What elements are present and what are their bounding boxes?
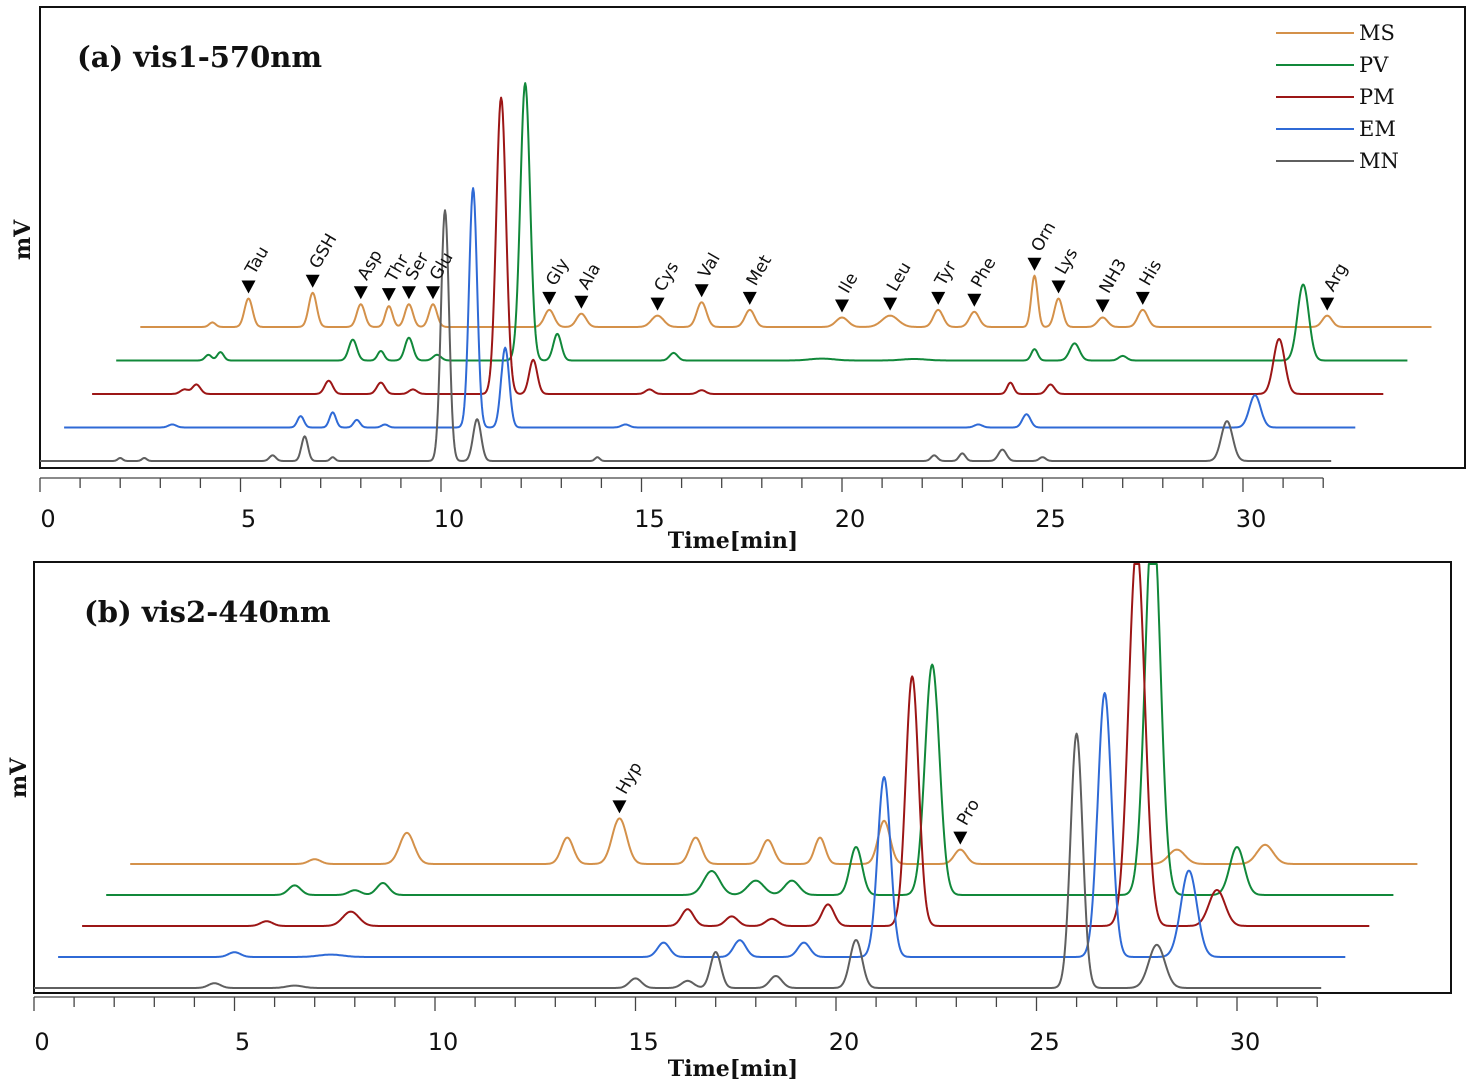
a-peak-label: GSH xyxy=(306,230,342,272)
a-trace-pv xyxy=(116,82,1408,362)
a-peak-marker xyxy=(381,288,396,302)
panel-a-xlabel: Time[min] xyxy=(668,528,798,554)
a-legend-label: MS xyxy=(1359,21,1395,45)
a-peak-label: Orn xyxy=(1027,218,1060,255)
a-trace-mn xyxy=(39,209,1332,462)
b-trace-pm xyxy=(81,563,1370,927)
a-peak-marker xyxy=(694,284,709,298)
a-trace-pm xyxy=(91,96,1384,395)
a-peak-marker xyxy=(542,291,557,305)
a-peak-label: Met xyxy=(743,252,776,290)
a-trace-ms xyxy=(140,274,1432,328)
b-peak-marker xyxy=(612,800,627,814)
panel-a-title: (a) vis1-570nm xyxy=(77,40,322,74)
a-tick-label: 30 xyxy=(1236,505,1267,533)
a-peak-label: Lys xyxy=(1052,245,1083,278)
b-tick-label: 5 xyxy=(235,1028,250,1056)
panel-a-chart: (a) vis1-570nm mV Time[min] MS PV PM EM MN 0… xyxy=(10,6,1466,554)
a-peak-marker xyxy=(401,286,416,300)
a-peak-label: Tyr xyxy=(931,258,961,290)
a-tick-label: 10 xyxy=(434,505,465,533)
panel-b-ylabel: mV xyxy=(6,757,32,798)
a-peak-label: Ile xyxy=(835,270,862,297)
a-peak-label: Arg xyxy=(1320,260,1352,295)
a-peak-marker xyxy=(1027,257,1042,271)
a-peak-marker xyxy=(1051,280,1066,294)
panel-a-x-axis: 0 5 10 15 20 25 30 xyxy=(39,477,1324,533)
b-tick-label: 0 xyxy=(34,1028,49,1056)
a-peak-marker xyxy=(1095,299,1110,313)
panel-b-peak-annotations: Hyp Pro xyxy=(612,759,984,845)
a-tick-label: 5 xyxy=(241,505,256,533)
a-peak-label: Val xyxy=(695,250,725,282)
b-trace-em xyxy=(57,692,1346,958)
a-legend-label: EM xyxy=(1359,117,1396,141)
b-trace-pv xyxy=(106,563,1394,896)
b-trace-mn xyxy=(33,732,1322,989)
a-peak-marker xyxy=(931,291,946,305)
a-peak-marker xyxy=(742,291,757,305)
b-tick-label: 10 xyxy=(428,1028,459,1056)
a-peak-label: Glu xyxy=(426,249,458,284)
a-peak-marker xyxy=(883,297,898,311)
a-legend-label: MN xyxy=(1359,149,1399,173)
a-tick-label: 20 xyxy=(835,505,866,533)
a-tick-label: 0 xyxy=(40,505,55,533)
a-peak-label: Tau xyxy=(241,243,273,279)
panel-a-traces xyxy=(39,82,1432,462)
b-peak-label: Pro xyxy=(953,796,984,829)
panel-a-ylabel: mV xyxy=(10,219,36,260)
a-peak-marker xyxy=(650,297,665,311)
a-peak-marker xyxy=(241,280,256,294)
a-peak-label: Ala xyxy=(574,260,605,293)
a-legend-label: PM xyxy=(1359,85,1395,109)
a-peak-marker xyxy=(1135,291,1150,305)
b-peak-marker xyxy=(953,831,968,845)
a-tick-label: 15 xyxy=(634,505,665,533)
panel-b-x-axis: 0 5 10 15 20 25 30 xyxy=(33,996,1318,1056)
b-tick-label: 30 xyxy=(1230,1028,1261,1056)
panel-b-chart: (b) vis2-440nm mV Time[min] 0 5 10 15 20 25 30… xyxy=(6,561,1452,1082)
b-tick-label: 25 xyxy=(1029,1028,1060,1056)
a-peak-marker xyxy=(353,286,368,300)
b-trace-ms xyxy=(130,817,1418,865)
a-peak-marker xyxy=(425,286,440,300)
panel-b-frame xyxy=(33,561,1452,994)
a-peak-label: His xyxy=(1136,256,1167,289)
panel-b-xlabel: Time[min] xyxy=(668,1056,798,1082)
b-tick-label: 20 xyxy=(829,1028,860,1056)
a-peak-marker xyxy=(835,299,849,313)
panel-a-legend: MS PV PM EM MN xyxy=(1276,21,1399,173)
a-peak-label: Asp xyxy=(354,247,387,284)
panel-a-frame xyxy=(39,6,1466,469)
a-peak-label: Gly xyxy=(542,255,573,289)
a-peak-label: Phe xyxy=(967,254,1000,291)
a-peak-marker xyxy=(967,293,982,307)
a-peak-label: NH3 xyxy=(1096,256,1131,297)
a-peak-label: Cys xyxy=(651,258,684,295)
b-tick-label: 15 xyxy=(628,1028,659,1056)
a-peak-marker xyxy=(574,295,589,309)
a-peak-marker xyxy=(1320,297,1335,311)
a-trace-em xyxy=(63,187,1356,429)
panel-b-traces xyxy=(33,563,1418,989)
a-tick-label: 25 xyxy=(1035,505,1066,533)
b-peak-label: Hyp xyxy=(612,759,646,798)
a-legend-label: PV xyxy=(1359,53,1389,77)
panel-b-title: (b) vis2-440nm xyxy=(84,595,331,629)
a-peak-label: Ser xyxy=(402,249,433,283)
a-peak-marker xyxy=(305,274,320,288)
a-peak-label: Leu xyxy=(883,259,916,295)
